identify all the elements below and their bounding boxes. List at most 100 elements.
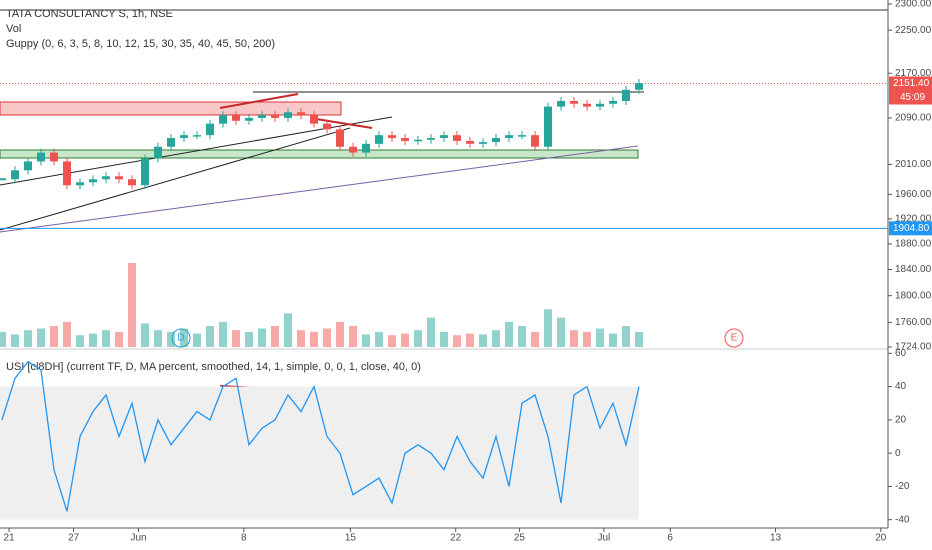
candle bbox=[505, 135, 513, 139]
countdown: 45:09 bbox=[900, 92, 925, 103]
y-tick-label: 40 bbox=[895, 381, 907, 392]
candle bbox=[115, 176, 123, 180]
volume-bar bbox=[24, 330, 32, 347]
candle bbox=[375, 135, 383, 144]
volume-bar bbox=[102, 330, 110, 347]
volume-bar bbox=[362, 334, 370, 347]
event-marker-label: E bbox=[731, 333, 738, 344]
volume-bar bbox=[414, 330, 422, 347]
candle bbox=[232, 115, 240, 121]
zone-rect bbox=[0, 149, 639, 159]
candle bbox=[310, 115, 318, 124]
volume-bar bbox=[232, 330, 240, 347]
candle bbox=[453, 135, 461, 141]
y-tick-label: 1960.00 bbox=[895, 189, 932, 200]
candle bbox=[583, 103, 591, 107]
candle bbox=[245, 117, 253, 121]
x-tick-label: 27 bbox=[68, 533, 80, 544]
candle bbox=[271, 115, 279, 118]
volume-bar bbox=[570, 330, 578, 347]
x-tick-label: 6 bbox=[667, 533, 673, 544]
level-label: 1904.80 bbox=[893, 223, 930, 234]
candle bbox=[128, 179, 136, 186]
candle bbox=[544, 106, 552, 147]
candle bbox=[440, 135, 448, 139]
x-tick-label: 8 bbox=[241, 533, 247, 544]
y-tick-label: 60 bbox=[895, 348, 907, 359]
candle bbox=[518, 135, 526, 137]
candle bbox=[349, 146, 357, 153]
candle bbox=[11, 170, 19, 180]
volume-bar bbox=[583, 331, 591, 347]
volume-bar bbox=[219, 321, 227, 347]
y-tick-label: -20 bbox=[895, 481, 910, 492]
candle bbox=[414, 139, 422, 142]
candle bbox=[492, 138, 500, 143]
candle bbox=[323, 123, 331, 130]
volume-bar bbox=[557, 317, 565, 347]
zone-rect bbox=[0, 101, 342, 116]
y-tick-label: 1800.00 bbox=[895, 290, 932, 301]
volume-bar bbox=[440, 331, 448, 347]
volume-bar bbox=[115, 331, 123, 347]
candle bbox=[141, 158, 149, 186]
y-tick-label: 1920.00 bbox=[895, 214, 932, 225]
volume-bar bbox=[479, 334, 487, 347]
y-tick-label: -40 bbox=[895, 514, 910, 525]
volume-bar bbox=[388, 335, 396, 347]
volume-bar bbox=[518, 326, 526, 347]
y-tick-label: 2250.00 bbox=[895, 25, 932, 36]
candle bbox=[336, 129, 344, 147]
volume-bar bbox=[128, 263, 136, 347]
candle bbox=[466, 140, 474, 144]
candle bbox=[37, 152, 45, 162]
event-marker[interactable] bbox=[724, 328, 744, 348]
candle bbox=[531, 135, 539, 147]
volume-bar bbox=[193, 333, 201, 347]
volume-bar bbox=[180, 328, 188, 347]
candle bbox=[219, 115, 227, 124]
candle bbox=[258, 115, 266, 118]
volume-bar bbox=[492, 330, 500, 347]
volume-bar bbox=[76, 335, 84, 347]
candle bbox=[180, 135, 188, 139]
y-tick-label: 1760.00 bbox=[895, 317, 932, 328]
volume-bar bbox=[609, 333, 617, 347]
x-tick-label: Jul bbox=[598, 533, 611, 544]
volume-bar bbox=[466, 333, 474, 347]
volume-bar bbox=[427, 317, 435, 347]
divergence-line bbox=[219, 93, 299, 109]
volume-bar bbox=[206, 326, 214, 347]
volume-bar bbox=[284, 313, 292, 347]
x-tick-label: 21 bbox=[3, 533, 15, 544]
x-tick-label: 20 bbox=[875, 533, 887, 544]
y-tick-label: 2090.00 bbox=[895, 113, 932, 124]
candle bbox=[24, 161, 32, 171]
y-tick-label: 2010.00 bbox=[895, 159, 932, 170]
candle bbox=[479, 142, 487, 144]
volume-bar bbox=[154, 330, 162, 347]
volume-bar bbox=[141, 323, 149, 347]
volume-bar bbox=[0, 331, 6, 347]
x-tick-label: 13 bbox=[770, 533, 782, 544]
chart-title: TATA CONSULTANCY S, 1h, NSE bbox=[6, 8, 173, 20]
volume-bar bbox=[245, 331, 253, 347]
volume-bar bbox=[11, 334, 19, 347]
y-tick-label: 1880.00 bbox=[895, 239, 932, 250]
volume-label: Vol bbox=[6, 23, 21, 35]
candle bbox=[193, 135, 201, 137]
volume-bar bbox=[453, 335, 461, 347]
volume-bar bbox=[50, 326, 58, 347]
y-tick-label: 1840.00 bbox=[895, 264, 932, 275]
volume-bar bbox=[63, 321, 71, 347]
oscillator-title: USI [cl8DH] (current TF, D, MA percent, … bbox=[6, 361, 421, 373]
y-tick-label: 2300.00 bbox=[895, 0, 932, 10]
volume-bar bbox=[375, 331, 383, 347]
candle bbox=[609, 100, 617, 104]
candle bbox=[76, 182, 84, 186]
y-tick-label: 1724.00 bbox=[895, 342, 932, 353]
volume-bar bbox=[531, 331, 539, 347]
y-tick-label: 2170.00 bbox=[895, 68, 932, 79]
candle bbox=[622, 89, 630, 101]
volume-bar bbox=[167, 331, 175, 347]
